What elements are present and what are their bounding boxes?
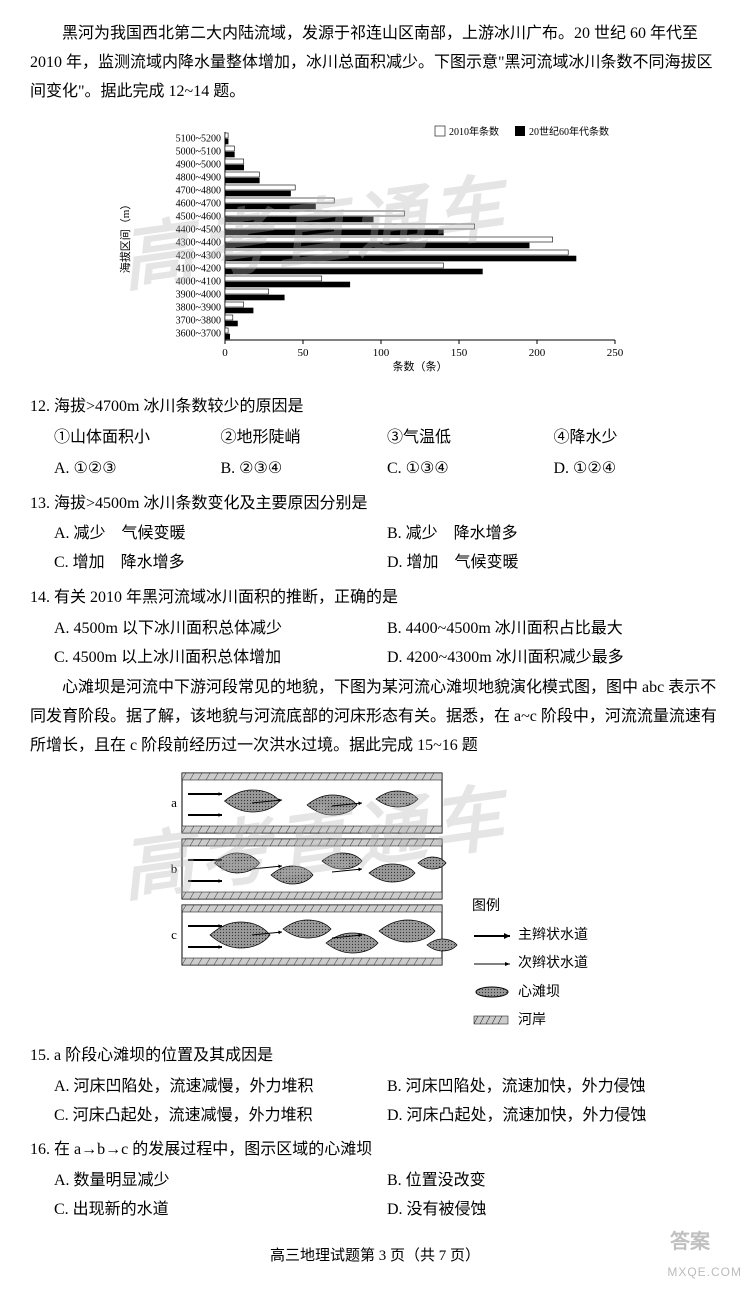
svg-text:3700~3800: 3700~3800 [176,316,221,327]
svg-text:100: 100 [373,347,390,359]
small-watermark: MXQE.COM [667,1262,742,1284]
svg-text:3600~3700: 3600~3700 [176,329,221,340]
q14-opt-b: B. 4400~4500m 冰川面积占比最大 [387,615,720,644]
svg-text:4000~4100: 4000~4100 [176,277,221,288]
svg-text:5000~5100: 5000~5100 [176,147,221,158]
q16-opt-d: D. 没有被侵蚀 [387,1196,720,1225]
q12-opts: A. ①②③ B. ②③④ C. ①③④ D. ①②④ [54,455,720,484]
q12-opt-d: D. ①②④ [554,455,721,484]
q12-item-3: ③气温低 [387,424,554,453]
diagram-legend: 图例 主辫状水道 次辫状水道 心滩坝 河岸 [472,894,588,1036]
q15-opt-a: A. 河床凹陷处，流速减慢，外力堆积 [54,1073,387,1102]
svg-text:4900~5000: 4900~5000 [176,160,221,171]
q15-opt-c: C. 河床凸起处，流速减慢，外力堆积 [54,1102,387,1131]
svg-text:200: 200 [529,347,546,359]
q14-opt-c: C. 4500m 以上冰川面积总体增加 [54,644,387,673]
q16-opt-a: A. 数量明显减少 [54,1167,387,1196]
q15-stem: 15. a 阶段心滩坝的位置及其成因是 [30,1042,720,1071]
q14-stem: 14. 有关 2010 年黑河流域冰川面积的推断，正确的是 [30,584,720,613]
legend-main-channel: 主辫状水道 [472,923,588,948]
q12-opt-a: A. ①②③ [54,455,221,484]
q16-opt-b: B. 位置没改变 [387,1167,720,1196]
svg-text:2010年条数: 2010年条数 [449,125,499,138]
passage-2: 心滩坝是河流中下游河段常见的地貌，下图为某河流心滩坝地貌演化模式图，图中 abc… [30,674,720,760]
svg-text:0: 0 [222,347,228,359]
main-channel-icon [472,929,512,943]
svg-text:4800~4900: 4800~4900 [176,173,221,184]
legend-main-label: 主辫状水道 [518,923,588,948]
q16-opt-c: C. 出现新的水道 [54,1196,387,1225]
page-footer: 高三地理试题第 3 页（共 7 页） [30,1243,720,1270]
svg-text:5100~5200: 5100~5200 [176,134,221,145]
svg-text:150: 150 [451,347,468,359]
sub-channel-icon [472,957,512,971]
q15-opt-d: D. 河床凸起处，流速加快，外力侵蚀 [387,1102,720,1131]
q13-opt-b: B. 减少 降水增多 [387,520,720,549]
bar-chart: 0 50 100 150 200 250 条数（条） 海拔区间（m） 5100~5200 5000… [115,114,635,374]
q16-stem: 16. 在 a→b→c 的发展过程中，图示区域的心滩坝 [30,1136,720,1165]
q12-opt-c: C. ①③④ [387,455,554,484]
legend-bar: 心滩坝 [472,980,588,1005]
svg-text:20世纪60年代条数: 20世纪60年代条数 [529,125,609,138]
q12-opt-b: B. ②③④ [221,455,388,484]
q13-stem: 13. 海拔>4500m 冰川条数变化及主要原因分别是 [30,490,720,519]
legend-bank: 河岸 [472,1008,588,1033]
svg-text:海拔区间（m）: 海拔区间（m） [118,199,132,274]
svg-text:c: c [171,927,177,942]
q15-opts: A. 河床凹陷处，流速减慢，外力堆积 B. 河床凹陷处，流速加快，外力侵蚀 C.… [54,1073,720,1131]
svg-text:3800~3900: 3800~3900 [176,303,221,314]
q12-items: ①山体面积小 ②地形陡峭 ③气温低 ④降水少 [54,424,720,453]
svg-text:4600~4700: 4600~4700 [176,199,221,210]
svg-text:4200~4300: 4200~4300 [176,251,221,262]
q13-opt-c: C. 增加 降水增多 [54,549,387,578]
legend-sub-label: 次辫状水道 [518,951,588,976]
q12-item-1: ①山体面积小 [54,424,221,453]
q12-item-2: ②地形陡峭 [221,424,388,453]
legend-bar-label: 心滩坝 [518,980,560,1005]
q12-item-4: ④降水少 [554,424,721,453]
q13-opt-a: A. 减少 气候变暖 [54,520,387,549]
passage-1: 黑河为我国西北第二大内陆流域，发源于祁连山区南部，上游冰川广布。20 世纪 60… [30,20,720,106]
chart-container: 0 50 100 150 200 250 条数（条） 海拔区间（m） 5100~5200 5000… [30,114,720,385]
svg-text:4500~4600: 4500~4600 [176,212,221,223]
diagram-container: a b c 图例 主辫状水道 次辫状水道 心滩坝 河岸 [30,769,720,1036]
q16-opts: A. 数量明显减少 B. 位置没改变 C. 出现新的水道 D. 没有被侵蚀 [54,1167,720,1225]
river-diagram: a b c [162,769,462,969]
svg-text:4400~4500: 4400~4500 [176,225,221,236]
svg-text:50: 50 [298,347,310,359]
q13-opt-d: D. 增加 气候变暖 [387,549,720,578]
legend-bank-label: 河岸 [518,1008,546,1033]
bank-icon [472,1013,512,1027]
svg-text:条数（条）: 条数（条） [393,359,448,373]
svg-text:a: a [171,795,177,810]
bar-icon [472,985,512,999]
svg-text:4100~4200: 4100~4200 [176,264,221,275]
svg-text:4300~4400: 4300~4400 [176,238,221,249]
logo-watermark: 答案 [670,1224,710,1260]
legend-title: 图例 [472,894,588,919]
q13-opts: A. 减少 气候变暖 B. 减少 降水增多 C. 增加 降水增多 D. 增加 气… [54,520,720,578]
svg-text:3900~4000: 3900~4000 [176,290,221,301]
legend-sub-channel: 次辫状水道 [472,951,588,976]
q14-opt-a: A. 4500m 以下冰川面积总体减少 [54,615,387,644]
svg-text:250: 250 [607,347,624,359]
svg-text:b: b [171,861,178,876]
q12-stem: 12. 海拔>4700m 冰川条数较少的原因是 [30,393,720,422]
q14-opt-d: D. 4200~4300m 冰川面积减少最多 [387,644,720,673]
q15-opt-b: B. 河床凹陷处，流速加快，外力侵蚀 [387,1073,720,1102]
q14-opts: A. 4500m 以下冰川面积总体减少 B. 4400~4500m 冰川面积占比… [54,615,720,673]
svg-text:4700~4800: 4700~4800 [176,186,221,197]
